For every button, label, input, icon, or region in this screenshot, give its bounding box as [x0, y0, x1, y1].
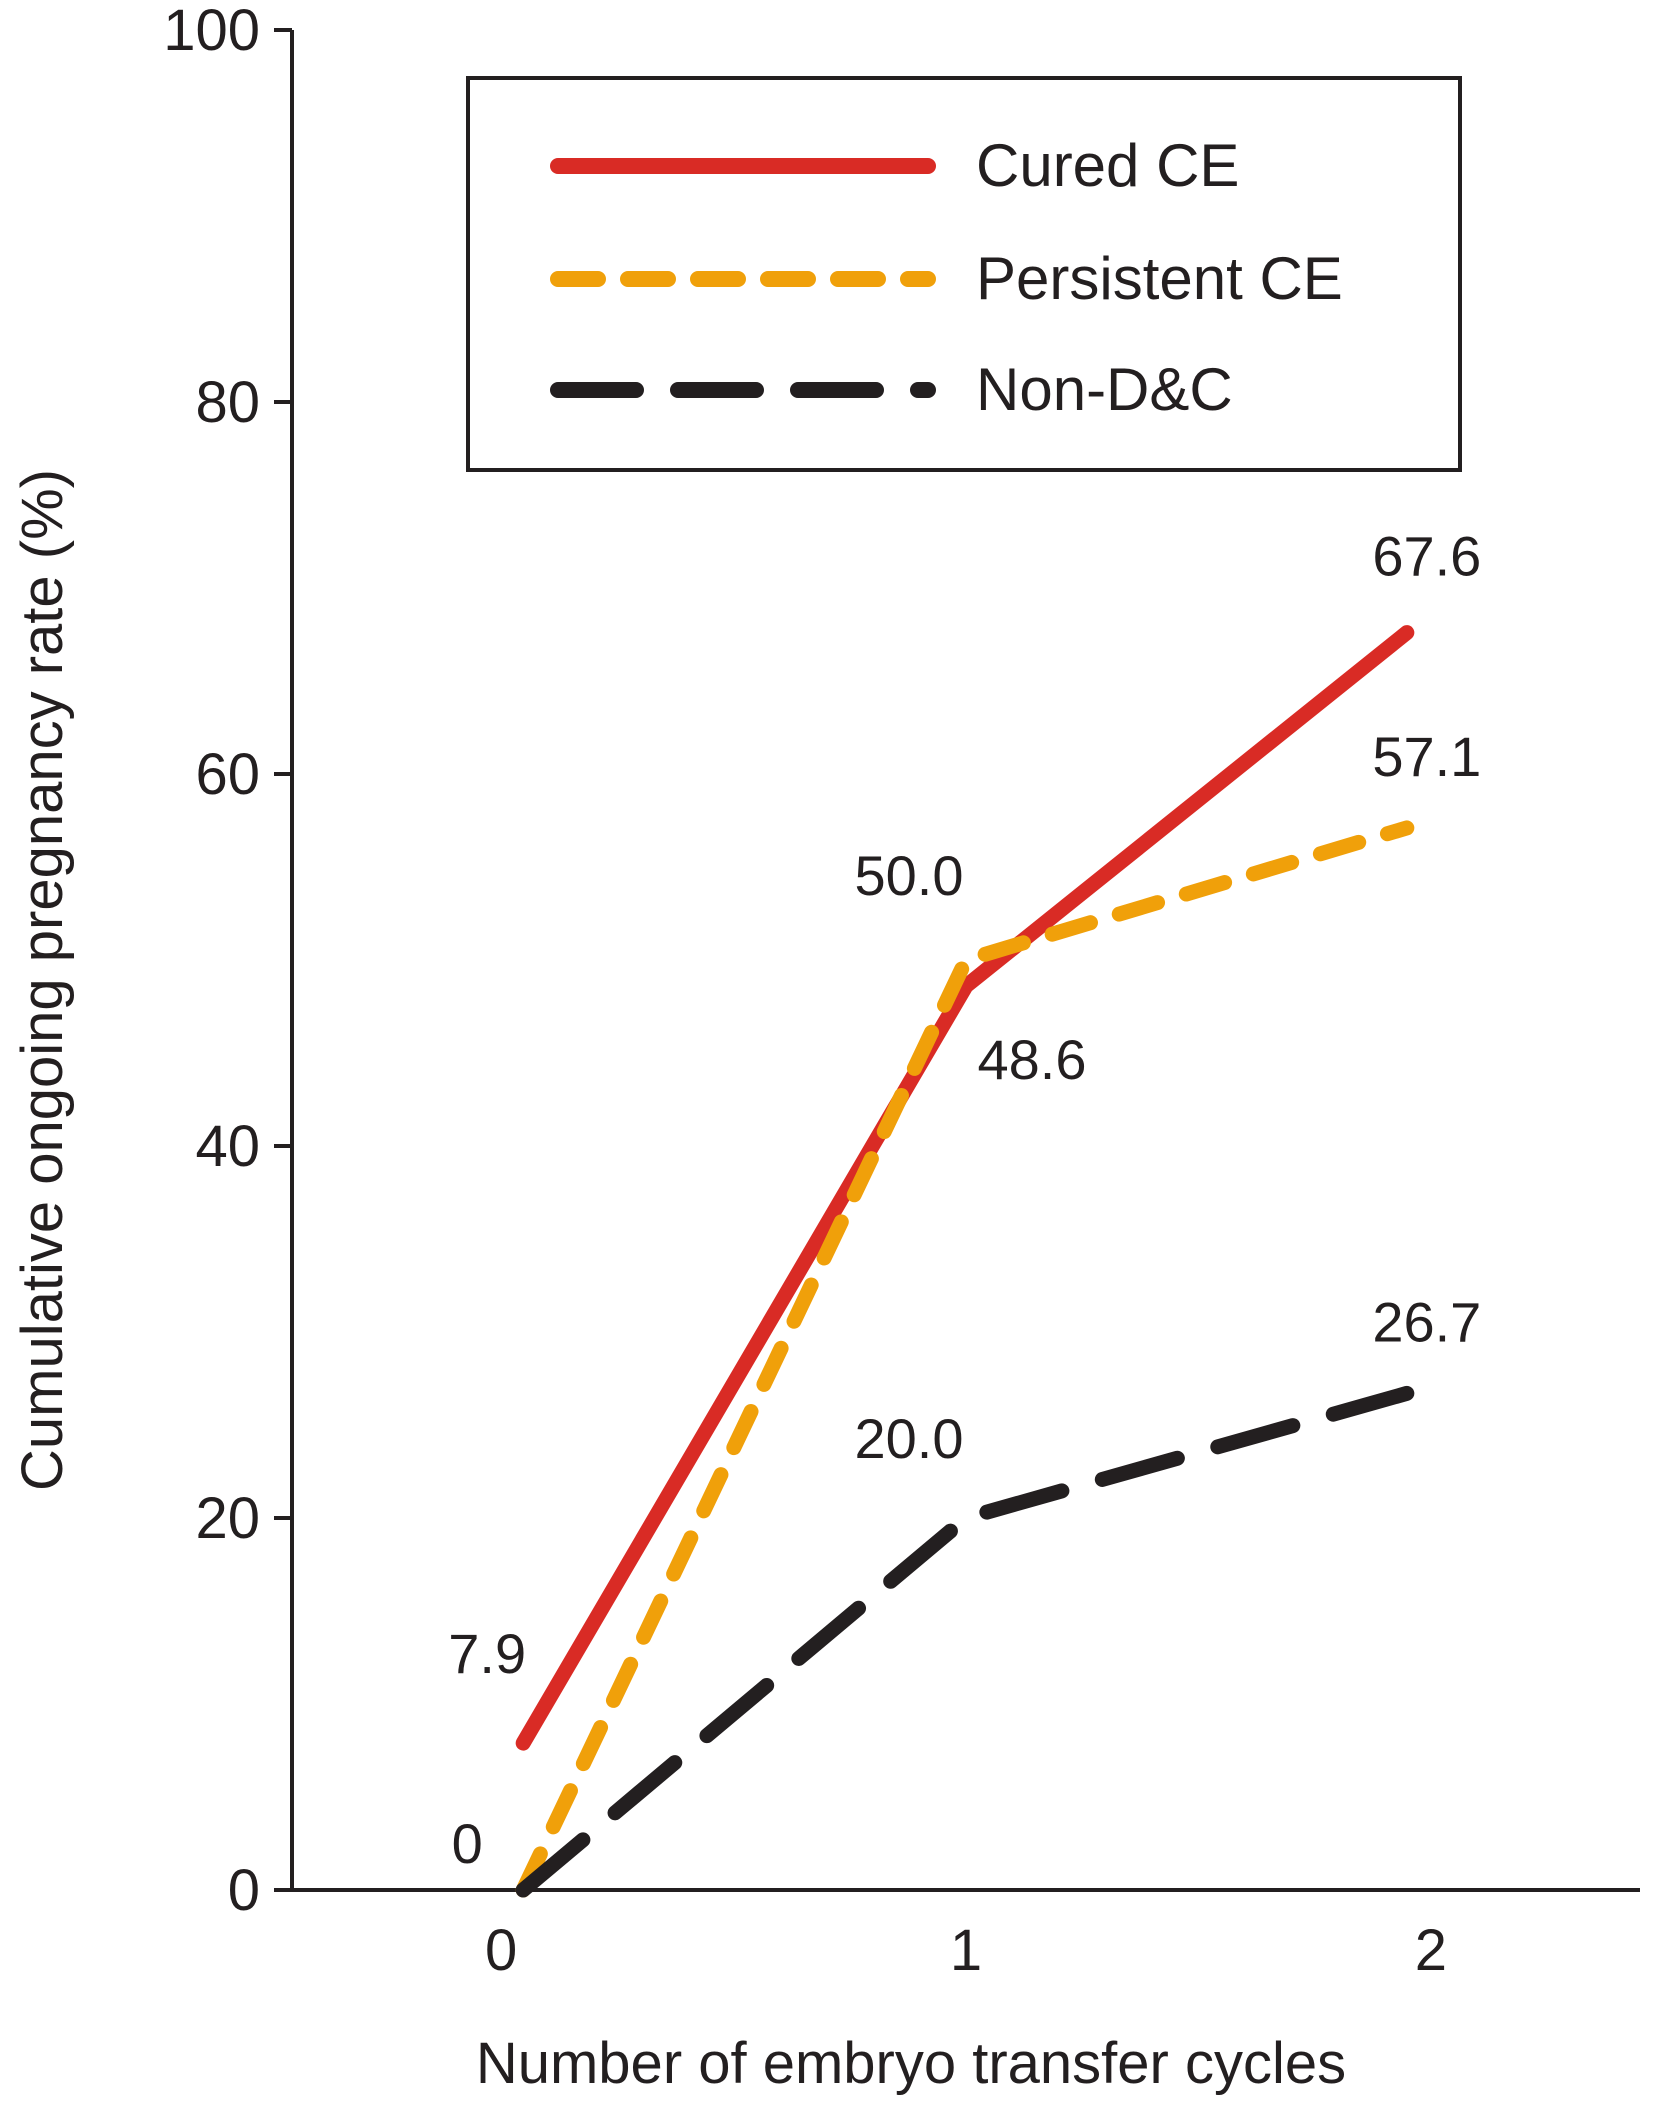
- data-labels: 7.9 48.6 67.6 0 50.0 57.1 20.0 26.7: [448, 525, 1481, 1875]
- data-label: 57.1: [1372, 725, 1481, 788]
- y-tick-label: 20: [195, 1486, 260, 1551]
- y-tick-label: 100: [163, 0, 260, 63]
- data-label: 20.0: [855, 1407, 964, 1470]
- y-tick-label: 40: [195, 1114, 260, 1179]
- axes: 0 20 40 60 80 100 0 1 2: [163, 0, 1640, 1983]
- x-tick-label: 1: [950, 1918, 982, 1983]
- legend-label: Persistent CE: [976, 245, 1343, 312]
- y-axis-title: Cumulative ongoing pregnancy rate (%): [10, 469, 75, 1491]
- data-label: 0: [452, 1812, 483, 1875]
- data-label: 67.6: [1372, 525, 1481, 588]
- series-line-non-d-c: [515, 1385, 1415, 1898]
- x-tick-label: 0: [485, 1918, 517, 1983]
- data-label: 50.0: [855, 844, 964, 907]
- series-layer: [515, 625, 1415, 1898]
- data-label: 48.6: [978, 1028, 1087, 1091]
- data-label: 7.9: [448, 1622, 526, 1685]
- legend-label: Non-D&C: [976, 356, 1233, 423]
- y-tick-label: 0: [228, 1858, 260, 1923]
- x-tick-label: 2: [1415, 1918, 1447, 1983]
- data-label: 26.7: [1372, 1290, 1481, 1353]
- legend: Cured CE Persistent CE Non-D&C: [466, 76, 1462, 472]
- series-line-cured-ce: [515, 625, 1415, 1751]
- y-tick-label: 80: [195, 370, 260, 435]
- legend-label: Cured CE: [976, 132, 1239, 199]
- series-line-persistent-ce: [515, 820, 1415, 1898]
- x-axis-title: Number of embryo transfer cycles: [476, 2031, 1346, 2096]
- y-tick-label: 60: [195, 742, 260, 807]
